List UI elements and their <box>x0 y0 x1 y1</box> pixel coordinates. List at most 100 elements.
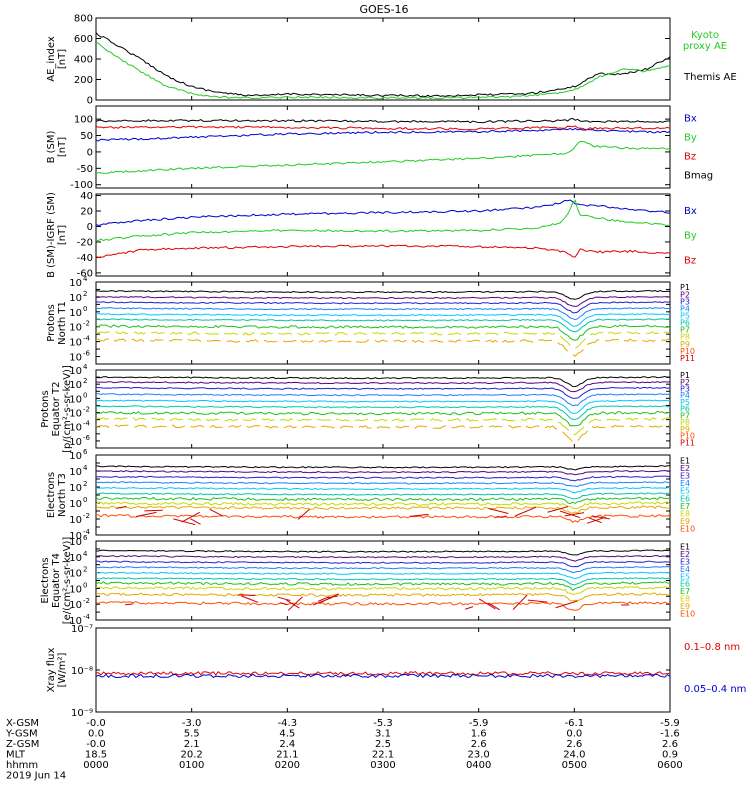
y-tick-label: 800 <box>74 14 93 25</box>
y-axis-label-line: Electrons <box>46 472 57 518</box>
flux-channel-line <box>96 386 670 399</box>
y-tick-exponent: -4 <box>83 335 91 343</box>
y-tick-label: 10 <box>69 569 82 580</box>
panel-frame-p_t1 <box>95 281 671 365</box>
panel-e_t4: ElectronsEquator T4[e/(cm²-s-sr-keV)]10-… <box>40 534 695 627</box>
y-tick-label: 10 <box>69 537 82 548</box>
flux-noise-segment <box>547 506 569 513</box>
series-line-by <box>96 141 670 174</box>
panel-frame-bdiff <box>95 193 671 277</box>
legend-entry: E10 <box>680 524 695 533</box>
flux-channel-line <box>96 381 670 393</box>
legend-entry: P1 <box>680 371 690 380</box>
y-tick-exponent: -4 <box>83 613 91 621</box>
flux-channel-line <box>96 307 670 321</box>
xray-series-line <box>96 673 670 679</box>
x-row-label: hhmm <box>6 760 38 771</box>
y-tick-label: 10 <box>69 600 82 611</box>
flux-channel-line <box>96 577 670 586</box>
y-axis-label-line: Protons <box>46 304 57 341</box>
panel-p_t2: ProtonsEquator T2[p/(cm²-s-sr-keV)]10 -61… <box>40 363 695 453</box>
legend-xray-short: 0.05–0.4 nm <box>684 684 746 695</box>
y-tick-exponent: 2 <box>83 290 87 298</box>
flux-noise-segment <box>488 507 509 514</box>
x-row-value: 0200 <box>275 760 300 771</box>
flux-channel-line <box>96 313 670 327</box>
x-row-label: Z-GSM <box>6 739 39 750</box>
legend-entry: E6 <box>680 494 690 503</box>
flux-channel-line <box>96 586 670 595</box>
legend-entry: P4 <box>680 391 690 400</box>
y-tick-label: 10 <box>69 467 82 478</box>
x-row-value: 2.1 <box>184 739 200 750</box>
y-axis-label-line: [e/(cm²-s-sr-keV)] <box>62 537 73 625</box>
x-row-value: 5.5 <box>184 729 200 740</box>
legend-entry: E5 <box>680 487 690 496</box>
x-row-value: 0.0 <box>88 729 104 740</box>
y-tick-label: 10 <box>69 308 82 319</box>
y-tick-label: 10 <box>69 323 82 334</box>
y-axis-label-line: North T3 <box>57 473 68 517</box>
x-row-value: 2.4 <box>279 739 295 750</box>
y-axis-label-bsm: B (SM)[nT] <box>46 130 68 163</box>
flux-noise-segment <box>512 594 528 610</box>
y-tick-exponent: -2 <box>83 406 90 414</box>
legend-entry: E9 <box>680 602 690 611</box>
series-line-by <box>96 199 670 242</box>
series-line-bx <box>96 127 670 142</box>
y-axis-label-line: Protons <box>40 390 51 427</box>
y-axis-label-line: Xray flux <box>46 648 57 693</box>
plot-area-ae <box>96 32 670 100</box>
y-tick-exponent: 2 <box>83 377 87 385</box>
y-tick-label: 10 <box>69 423 82 434</box>
flux-channel-line <box>96 555 670 562</box>
series-line-bz <box>96 244 670 258</box>
flux-channel-line <box>96 496 670 505</box>
y-axis-label-xray: Xray flux[W/m²] <box>46 648 68 693</box>
y-tick-label: 600 <box>74 34 93 45</box>
legend-entry: By <box>684 132 697 143</box>
y-tick-exponent: 0 <box>83 391 87 399</box>
flux-channel-line <box>96 481 670 488</box>
y-tick-label: 10 <box>69 515 82 526</box>
y-tick-exponent: -2 <box>83 512 90 520</box>
x-row-value: 3.1 <box>375 729 391 740</box>
flux-channel-line <box>96 301 670 314</box>
legend-entry: P10 <box>680 432 695 441</box>
legend-entry: P2 <box>680 378 690 387</box>
legend-entry: By <box>684 231 697 242</box>
y-axis-label-e_t4: ElectronsEquator T4[e/(cm²-s-sr-keV)] <box>40 537 73 625</box>
flux-noise-segment <box>586 516 607 524</box>
y-tick-label: -100 <box>70 180 93 191</box>
x-row-value: -6.1 <box>565 718 585 729</box>
legend-entry: P5 <box>680 398 690 407</box>
x-row-value: 24.0 <box>563 750 585 761</box>
flux-noise-segment <box>144 509 163 512</box>
y-tick-exponent: 4 <box>83 464 88 472</box>
legend-entry: E8 <box>680 595 690 604</box>
flux-noise-segment <box>409 513 429 517</box>
flux-noise-segment <box>555 600 578 609</box>
legend-entry: P8 <box>680 418 690 427</box>
y-tick-exponent: -6 <box>83 434 91 442</box>
x-row-value: -0.0 <box>86 718 106 729</box>
y-tick-label: 20 <box>80 207 93 218</box>
legend-entry: Bz <box>684 256 696 267</box>
legend-entry: E6 <box>680 580 690 589</box>
plot-area-e_t3 <box>96 465 670 526</box>
legend-line: proxy AE <box>683 41 727 52</box>
flux-noise-segment <box>279 602 288 606</box>
figure-title: GOES-16 <box>359 3 408 16</box>
y-tick-exponent: -4 <box>83 420 91 428</box>
legend-entry: P9 <box>680 340 690 349</box>
y-tick-label: 10 <box>69 293 82 304</box>
y-tick-label: 10 <box>69 394 82 405</box>
x-row-value: 0500 <box>562 760 587 771</box>
x-row-value: 20.2 <box>181 750 203 761</box>
legend-entry: E4 <box>680 479 690 488</box>
y-tick-exponent: -2 <box>83 320 90 328</box>
flux-channel-line <box>96 393 670 407</box>
legend-themis: Themis AE <box>683 72 737 83</box>
y-tick-label: 10 <box>69 483 82 494</box>
